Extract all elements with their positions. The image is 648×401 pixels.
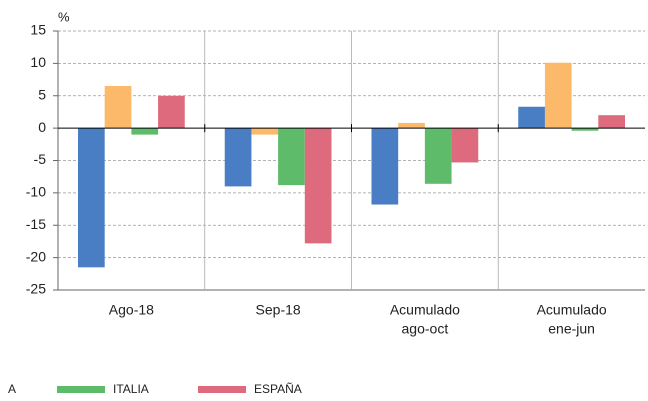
bar bbox=[131, 128, 159, 135]
y-tick-label: -10 bbox=[26, 184, 46, 200]
bar bbox=[424, 128, 452, 184]
y-tick-label: 15 bbox=[30, 22, 46, 38]
legend-swatch bbox=[198, 386, 246, 393]
y-tick-label: 0 bbox=[38, 119, 46, 135]
bar bbox=[571, 128, 599, 131]
bar bbox=[158, 95, 185, 129]
bar bbox=[224, 128, 252, 187]
y-tick-label: 5 bbox=[38, 86, 46, 102]
legend-label: ITALIA bbox=[113, 382, 149, 396]
y-tick-label: -5 bbox=[34, 151, 47, 167]
bar bbox=[304, 128, 332, 244]
x-tick-label: Ago-18 bbox=[109, 302, 154, 318]
x-tick-label: Acumulado bbox=[537, 302, 607, 318]
legend-swatch bbox=[57, 386, 105, 393]
x-tick-label: Acumulado bbox=[390, 302, 460, 318]
bar bbox=[278, 128, 305, 186]
bar bbox=[398, 122, 425, 129]
bar bbox=[251, 128, 279, 135]
bar bbox=[518, 106, 545, 129]
y-tick-label: 10 bbox=[30, 54, 46, 70]
x-tick-label: ago-oct bbox=[402, 321, 449, 337]
y-tick-label: -25 bbox=[26, 281, 46, 297]
x-tick-label: ene-jun bbox=[548, 321, 595, 337]
bar bbox=[544, 62, 572, 129]
y-tick-label: -15 bbox=[26, 216, 46, 232]
bar bbox=[104, 86, 132, 129]
legend-label: ESPAÑA bbox=[254, 382, 302, 396]
x-tick-label: Sep-18 bbox=[256, 302, 301, 318]
bar bbox=[598, 115, 625, 129]
bar bbox=[78, 128, 105, 268]
bar bbox=[371, 128, 399, 205]
legend-label: A bbox=[8, 382, 16, 396]
y-tick-label: -20 bbox=[26, 248, 46, 264]
bar bbox=[451, 128, 479, 163]
unit-label: % bbox=[58, 9, 70, 24]
